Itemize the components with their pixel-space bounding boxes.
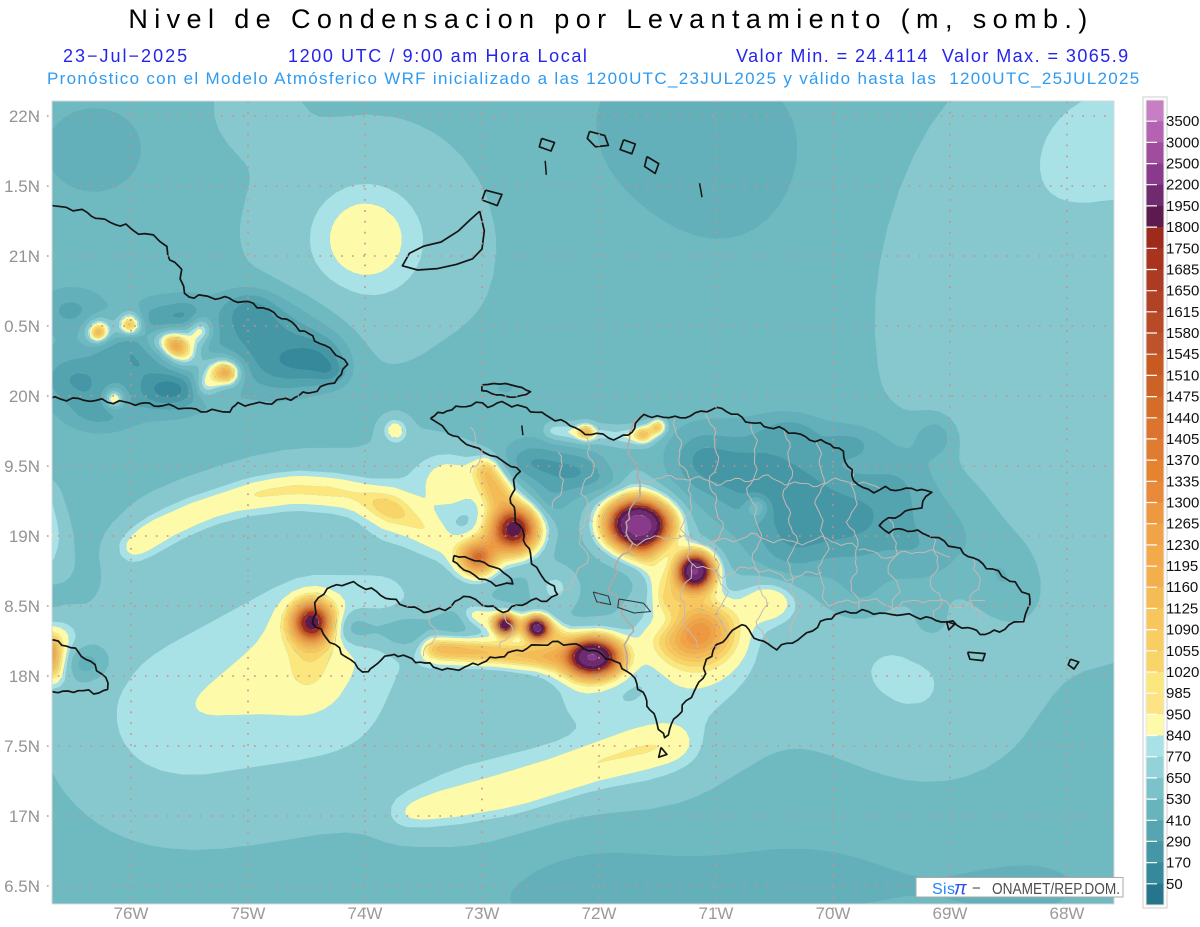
svg-text:ONAMET/REP.DOM.: ONAMET/REP.DOM. bbox=[992, 881, 1120, 898]
svg-text:Sis: Sis bbox=[932, 881, 955, 898]
svg-text:7.5N: 7.5N bbox=[4, 737, 40, 756]
svg-text:530: 530 bbox=[1166, 791, 1191, 808]
svg-text:1300: 1300 bbox=[1166, 495, 1199, 512]
svg-text:9.5N: 9.5N bbox=[4, 457, 40, 476]
svg-text:−: − bbox=[972, 880, 981, 897]
svg-text:1510: 1510 bbox=[1166, 367, 1199, 384]
svg-text:1650: 1650 bbox=[1166, 283, 1199, 300]
svg-text:1615: 1615 bbox=[1166, 304, 1199, 321]
svg-text:50: 50 bbox=[1166, 876, 1183, 893]
svg-text:20N: 20N bbox=[9, 387, 40, 406]
svg-text:69W: 69W bbox=[933, 904, 968, 923]
svg-text:290: 290 bbox=[1166, 833, 1191, 850]
svg-text:1685: 1685 bbox=[1166, 262, 1199, 279]
svg-text:68W: 68W bbox=[1050, 904, 1085, 923]
svg-text:650: 650 bbox=[1166, 770, 1191, 787]
svg-text:21N: 21N bbox=[9, 247, 40, 266]
svg-text:410: 410 bbox=[1166, 812, 1191, 829]
svg-text:1475: 1475 bbox=[1166, 389, 1199, 406]
svg-text:22N: 22N bbox=[9, 107, 40, 126]
svg-text:1800: 1800 bbox=[1166, 219, 1199, 236]
svg-text:840: 840 bbox=[1166, 728, 1191, 745]
svg-text:75W: 75W bbox=[231, 904, 266, 923]
svg-text:73W: 73W bbox=[465, 904, 500, 923]
svg-text:17N: 17N bbox=[9, 807, 40, 826]
svg-text:1950: 1950 bbox=[1166, 198, 1199, 215]
svg-text:74W: 74W bbox=[348, 904, 383, 923]
svg-text:1265: 1265 bbox=[1166, 516, 1199, 533]
svg-text:1370: 1370 bbox=[1166, 452, 1199, 469]
svg-text:3000: 3000 bbox=[1166, 134, 1199, 151]
svg-text:1160: 1160 bbox=[1166, 579, 1198, 596]
svg-text:170: 170 bbox=[1166, 855, 1191, 872]
svg-text:2500: 2500 bbox=[1166, 156, 1199, 173]
svg-text:1090: 1090 bbox=[1166, 622, 1199, 639]
svg-text:6.5N: 6.5N bbox=[4, 877, 40, 896]
svg-text:π: π bbox=[954, 879, 968, 900]
svg-text:2200: 2200 bbox=[1166, 177, 1199, 194]
svg-text:76W: 76W bbox=[114, 904, 149, 923]
svg-text:0.5N: 0.5N bbox=[4, 317, 40, 336]
svg-text:950: 950 bbox=[1166, 706, 1191, 723]
svg-text:1750: 1750 bbox=[1166, 240, 1199, 257]
svg-text:1055: 1055 bbox=[1166, 643, 1199, 660]
svg-text:1.5N: 1.5N bbox=[4, 177, 40, 196]
svg-text:985: 985 bbox=[1166, 685, 1191, 702]
svg-text:70W: 70W bbox=[816, 904, 851, 923]
svg-text:770: 770 bbox=[1166, 749, 1191, 766]
svg-text:1580: 1580 bbox=[1166, 325, 1199, 342]
svg-text:1335: 1335 bbox=[1166, 473, 1199, 490]
svg-text:1545: 1545 bbox=[1166, 346, 1199, 363]
svg-text:1195: 1195 bbox=[1166, 558, 1198, 575]
svg-text:71W: 71W bbox=[699, 904, 734, 923]
svg-text:18N: 18N bbox=[9, 667, 40, 686]
svg-text:1405: 1405 bbox=[1166, 431, 1199, 448]
svg-text:72W: 72W bbox=[582, 904, 617, 923]
svg-text:3500: 3500 bbox=[1166, 113, 1199, 130]
svg-text:8.5N: 8.5N bbox=[4, 597, 40, 616]
svg-text:1020: 1020 bbox=[1166, 664, 1199, 681]
svg-text:1230: 1230 bbox=[1166, 537, 1199, 554]
svg-text:1125: 1125 bbox=[1166, 600, 1198, 617]
svg-text:1440: 1440 bbox=[1166, 410, 1199, 427]
svg-text:19N: 19N bbox=[9, 527, 40, 546]
